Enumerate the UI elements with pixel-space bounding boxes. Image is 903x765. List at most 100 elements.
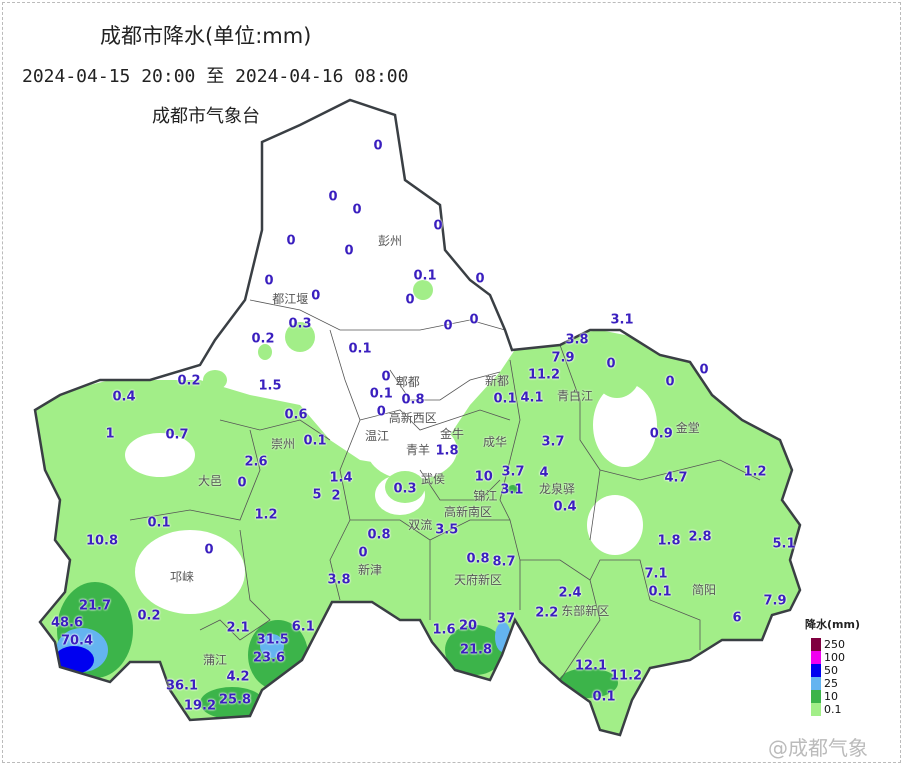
precipitation-value: 3.7 — [501, 464, 525, 480]
precipitation-value: 0.6 — [284, 407, 308, 423]
precipitation-value: 48.6 — [50, 615, 84, 631]
precipitation-value: 4.1 — [520, 390, 544, 406]
rain-area-0-1-10 — [203, 370, 227, 390]
precipitation-value: 7.1 — [644, 566, 668, 581]
precipitation-value: 0 — [328, 189, 338, 205]
precipitation-value: 12.1 — [574, 658, 607, 674]
rain-area-0-1-10 — [592, 338, 642, 398]
precipitation-value: 0.1 — [648, 584, 672, 599]
precipitation-value: 0.7 — [165, 427, 189, 443]
precipitation-value: 1.5 — [258, 378, 282, 394]
precipitation-value: 0.1 — [592, 689, 616, 705]
precipitation-value: 6 — [732, 610, 742, 626]
no-rain-area — [587, 495, 643, 555]
precipitation-value: 0 — [405, 292, 415, 308]
precipitation-value: 0.2 — [251, 331, 275, 347]
legend-item-100: 100 — [811, 651, 860, 664]
rain-area-10-25 — [200, 687, 264, 719]
precipitation-value: 0 — [433, 218, 443, 234]
precipitation-value: 11.2 — [609, 668, 643, 684]
precipitation-value: 2.2 — [535, 605, 559, 621]
precipitation-value: 3.1 — [500, 482, 524, 498]
precipitation-value: 2.1 — [226, 620, 250, 636]
precipitation-value: 1.2 — [254, 507, 278, 523]
precipitation-value: 3.8 — [327, 572, 351, 588]
precipitation-value: 6.1 — [291, 619, 315, 635]
precipitation-value: 0 — [311, 288, 321, 304]
precipitation-value: 4.2 — [226, 669, 250, 685]
place-label: 高新南区 — [443, 505, 493, 520]
precipitation-value: 10.8 — [85, 533, 119, 549]
map-title: 成都市降水(单位:mm) — [100, 24, 312, 48]
precipitation-value: 0 — [358, 545, 368, 560]
legend-title: 降水(mm) — [805, 618, 860, 631]
precipitation-value: 3.5 — [435, 522, 459, 538]
place-label: 青羊 — [405, 443, 431, 457]
precipitation-value: 0.4 — [112, 389, 136, 405]
precipitation-value: 11.2 — [527, 367, 561, 383]
place-label: 龙泉驿 — [538, 482, 576, 497]
precipitation-value: 0.8 — [401, 392, 425, 408]
precipitation-value: 2 — [331, 488, 341, 503]
precipitation-value: 36.1 — [165, 678, 199, 694]
place-label: 天府新区 — [453, 573, 503, 587]
precipitation-value: 37 — [496, 611, 516, 627]
precipitation-value: 0 — [475, 271, 485, 287]
precipitation-value: 0 — [665, 374, 675, 390]
precipitation-value: 1 — [105, 426, 115, 442]
place-label: 温江 — [364, 429, 390, 443]
precipitation-value: 5 — [312, 487, 322, 503]
precipitation-value: 0 — [237, 475, 247, 491]
precipitation-value: 0.1 — [348, 341, 372, 357]
precipitation-value: 5.1 — [772, 536, 796, 552]
precipitation-value: 0.1 — [303, 433, 327, 449]
place-label: 邛崃 — [169, 570, 195, 584]
precipitation-value: 25.8 — [218, 692, 252, 708]
legend-item-10: 10 — [811, 690, 860, 703]
precipitation-value: 1.8 — [435, 443, 459, 459]
precipitation-value: 0 — [344, 243, 354, 259]
precipitation-value: 2.8 — [688, 529, 712, 545]
precipitation-value: 0.1 — [147, 515, 171, 531]
legend: 降水(mm) 250 100 50 25 10 0.1 — [805, 618, 860, 716]
rain-area-0-1-10 — [413, 280, 433, 300]
rain-area-0-1-10 — [258, 344, 272, 360]
precipitation-value: 0.8 — [466, 551, 490, 567]
time-period: 2024-04-15 20:00 至 2024-04-16 08:00 — [22, 66, 409, 87]
no-rain-area — [593, 383, 657, 467]
precipitation-value: 3.8 — [565, 332, 589, 348]
precipitation-value: 7.9 — [551, 350, 575, 366]
precipitation-value: 10 — [474, 469, 493, 485]
rain-area-50-100 — [54, 646, 94, 674]
no-rain-area — [367, 420, 457, 480]
precipitation-value: 1.8 — [657, 533, 681, 549]
precipitation-value: 0.9 — [649, 426, 673, 442]
place-label: 新津 — [357, 563, 383, 577]
rain-area-0-1-10 — [285, 322, 315, 352]
precipitation-value: 8.7 — [492, 554, 516, 570]
rain-area-10-25 — [445, 625, 505, 675]
no-rain-area — [135, 530, 245, 614]
place-label: 高新西区 — [388, 410, 437, 425]
place-label: 蒲江 — [202, 653, 228, 667]
precipitation-value: 3.1 — [610, 312, 634, 328]
legend-item-0-1: 0.1 — [811, 703, 860, 716]
place-label: 崇州 — [270, 437, 296, 451]
precipitation-value: 0 — [443, 318, 453, 334]
precipitation-value: 0.4 — [553, 499, 577, 515]
precipitation-value: 0.3 — [393, 481, 417, 497]
place-label: 金堂 — [675, 421, 700, 435]
precipitation-value: 4.7 — [664, 470, 688, 486]
place-label: 彭州 — [377, 234, 403, 248]
place-label: 都江堰 — [272, 291, 309, 306]
place-label: 双流 — [408, 518, 433, 532]
precipitation-value: 3.7 — [541, 434, 565, 450]
precipitation-value: 0 — [469, 312, 479, 328]
place-label: 郫都 — [395, 375, 420, 389]
place-label: 大邑 — [197, 474, 223, 488]
precipitation-value: 0 — [264, 273, 274, 289]
precipitation-value: 0.2 — [177, 373, 201, 389]
place-label: 锦江 — [473, 488, 498, 503]
precipitation-value: 0 — [381, 369, 391, 384]
